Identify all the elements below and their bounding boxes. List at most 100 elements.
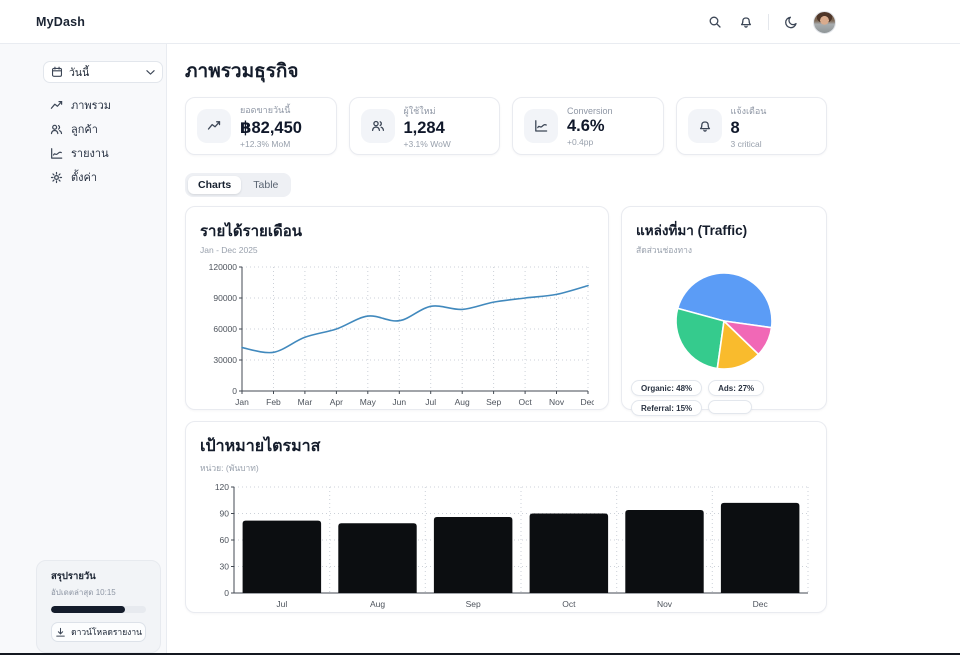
pie-chart-subtitle: สัดส่วนช่องทาง [636,245,693,255]
svg-text:Apr: Apr [330,397,343,407]
dark-mode-toggle[interactable] [782,13,800,31]
sidebar-item-reports[interactable]: รายงาน [50,145,166,161]
summary-title: สรุปรายวัน [51,571,96,582]
sidebar-nav: ภาพรวม ลูกค้า รายงาน ตั้งค่า [50,97,166,185]
summary-updated: อัปเดตล่าสุด 10:15 [51,588,116,597]
bell-icon [740,17,752,28]
svg-text:May: May [360,397,377,407]
window-bottom-edge [0,653,960,655]
kpi-value: 1,284 [403,118,445,137]
svg-text:Feb: Feb [266,397,281,407]
legend-pill-organic: Organic: 48% [631,380,703,396]
download-report-button[interactable]: ดาวน์โหลดรายงาน [51,622,146,642]
bar-chart-title: เป้าหมายไตรมาส [200,438,321,455]
line-chart-icon [535,120,548,132]
period-selector[interactable]: วันนี้ [43,61,163,83]
svg-text:Jul: Jul [276,599,287,609]
kpi-row: ยอดขายวันนี้ ฿82,450 +12.3% MoM ผู้ใช้ให… [185,97,827,155]
moon-icon [785,16,797,29]
kpi-card-new-users: ผู้ใช้ใหม่ 1,284 +3.1% WoW [348,97,500,155]
line-chart-subtitle: Jan - Dec 2025 [200,245,258,255]
revenue-line-chart: 0 30000 60000 90000 120000 Jan Feb Mar Apr May Jun… [209,262,597,407]
chevron-down-icon [146,69,155,75]
svg-text:Dec: Dec [753,599,769,609]
kpi-label: ผู้ใช้ใหม่ [403,105,436,116]
main-area: ภาพรวมธุรกิจ ยอดขายวันนี้ ฿82,450 +12.3%… [167,44,960,655]
svg-text:90: 90 [220,509,230,519]
svg-text:60: 60 [220,535,230,545]
svg-text:0: 0 [224,588,229,598]
kpi-sub: 3 critical [730,138,762,149]
search-button[interactable] [706,13,724,31]
kpi-card-sales: ยอดขายวันนี้ ฿82,450 +12.3% MoM [185,97,337,155]
header-divider [768,14,769,30]
search-icon [709,16,721,28]
bar-chart-subtitle: หน่วย: (พันบาท) [200,463,259,473]
gear-icon [50,171,63,183]
svg-text:Jan: Jan [235,397,249,407]
tab-charts[interactable]: Charts [188,176,242,194]
users-icon [371,120,384,132]
kpi-value: 4.6% [567,116,605,135]
traffic-pie-chart [675,272,773,370]
legend-pill-ads: Ads: 27% [708,380,765,396]
sidebar: วันนี้ ภาพรวม ลูกค้า รายงาน ตั้งค่า สรุป… [0,44,167,655]
sidebar-item-customers[interactable]: ลูกค้า [50,121,166,137]
download-icon [56,627,65,637]
sidebar-item-overview[interactable]: ภาพรวม [50,97,166,113]
svg-text:Oct: Oct [562,599,576,609]
period-selector-label: วันนี้ [69,66,90,79]
svg-text:30000: 30000 [213,355,237,365]
quarterly-target-bar-chart: 0 30 60 90 120 Jul Aug Sep Oct Nov Dec [215,482,809,609]
svg-text:120000: 120000 [209,262,238,272]
svg-text:Aug: Aug [370,599,385,609]
kpi-label: Conversion [567,105,613,116]
svg-text:Aug: Aug [455,397,470,407]
svg-text:Nov: Nov [657,599,673,609]
revenue-line-chart-card: รายได้รายเดือน Jan - Dec 2025 0 30000 6000… [185,206,609,410]
sidebar-item-label: ลูกค้า [71,124,98,136]
sidebar-item-label: รายงาน [71,148,109,160]
legend-pill-referral: Referral: 15% [631,400,703,416]
svg-text:Nov: Nov [549,397,565,407]
line-chart-icon [51,147,63,159]
view-tabs: Charts Table [185,173,292,197]
svg-text:120: 120 [215,482,229,492]
kpi-sub: +12.3% MoM [240,139,291,149]
trending-up-icon [50,100,63,109]
traffic-pie-chart-card: แหล่งที่มา (Traffic) สัดส่วนช่องทาง Orga… [621,206,827,416]
svg-text:90000: 90000 [213,293,237,303]
quarterly-target-bar-chart-card: เป้าหมายไตรมาส หน่วย: (พันบาท) 0 30 60 90 12… [185,421,827,613]
calendar-icon [51,66,63,77]
top-bar-actions [706,0,836,44]
sidebar-item-label: ตั้งค่า [71,172,98,184]
top-bar: MyDash [0,0,960,44]
kpi-value: ฿82,450 [240,119,302,137]
sidebar-item-settings[interactable]: ตั้งค่า [50,169,166,185]
daily-summary-panel: สรุปรายวัน อัปเดตล่าสุด 10:15 ดาวน์โหลดร… [36,560,161,653]
pie-legend: Organic: 48% Ads: 27% Referral: 15% [631,380,827,416]
svg-text:0: 0 [232,386,237,396]
svg-text:30: 30 [220,562,230,572]
notifications-button[interactable] [737,13,755,31]
kpi-card-conversion: Conversion 4.6% +0.4pp [512,97,664,155]
tab-table[interactable]: Table [243,176,288,194]
users-icon [50,124,63,134]
svg-text:Jun: Jun [392,397,406,407]
line-chart-title: รายได้รายเดือน [200,223,302,240]
page-title: ภาพรวมธุรกิจ [185,61,299,82]
kpi-value: 8 [730,118,740,137]
trending-up-icon [207,121,221,130]
svg-text:Dec: Dec [580,397,594,407]
kpi-sub: +0.4pp [567,136,594,147]
app-logo: MyDash [36,14,86,29]
svg-text:Sep: Sep [466,599,481,609]
svg-text:Sep: Sep [486,397,501,407]
svg-text:60000: 60000 [213,324,237,334]
sidebar-item-label: ภาพรวม [71,100,112,112]
kpi-sub: +3.1% WoW [403,138,451,149]
kpi-label: แจ้งเตือน [730,105,767,116]
summary-progress [51,606,146,613]
avatar[interactable] [813,10,836,34]
